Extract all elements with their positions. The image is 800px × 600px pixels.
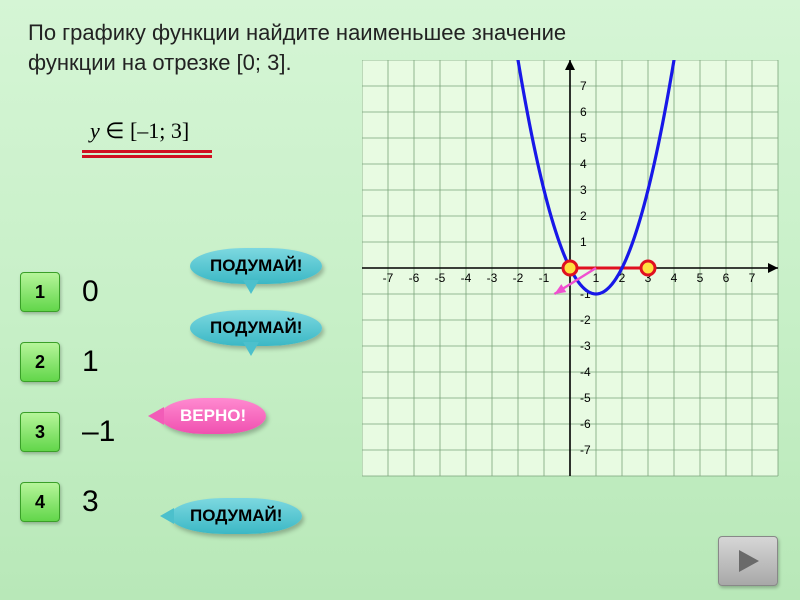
svg-text:-7: -7 xyxy=(383,271,394,285)
question-line1: По графику функции найдите наименьшее зн… xyxy=(28,20,566,45)
double-underline xyxy=(82,150,212,160)
answers-block: 1 0 2 1 3 –1 4 3 xyxy=(20,270,115,550)
svg-text:1: 1 xyxy=(580,235,587,249)
answer-button-2[interactable]: 2 xyxy=(20,342,60,382)
svg-text:-3: -3 xyxy=(487,271,498,285)
formula-range: [–1; 3] xyxy=(130,118,189,143)
chart-area: -7-6-5-4-3-2-112345671234567-1-2-3-4-5-6… xyxy=(362,60,782,500)
answer-text-2: 1 xyxy=(82,345,99,379)
next-button[interactable] xyxy=(718,536,778,586)
svg-text:5: 5 xyxy=(697,271,704,285)
svg-text:-4: -4 xyxy=(461,271,472,285)
feedback-think-2: ПОДУМАЙ! xyxy=(190,310,322,346)
answer-button-1[interactable]: 1 xyxy=(20,272,60,312)
svg-text:-7: -7 xyxy=(580,443,591,457)
svg-text:2: 2 xyxy=(580,209,587,223)
chart-svg: -7-6-5-4-3-2-112345671234567-1-2-3-4-5-6… xyxy=(362,60,782,500)
answer-row: 4 3 xyxy=(20,480,115,524)
question-line2: функции на отрезке [0; 3]. xyxy=(28,50,292,75)
svg-text:7: 7 xyxy=(580,79,587,93)
svg-text:7: 7 xyxy=(749,271,756,285)
svg-text:6: 6 xyxy=(723,271,730,285)
answer-text-3: –1 xyxy=(82,415,115,449)
answer-text-1: 0 xyxy=(82,275,99,309)
svg-text:4: 4 xyxy=(671,271,678,285)
formula-in: ∈ xyxy=(105,118,124,143)
svg-text:-2: -2 xyxy=(513,271,524,285)
feedback-think-4: ПОДУМАЙ! xyxy=(170,498,302,534)
feedback-think-1: ПОДУМАЙ! xyxy=(190,248,322,284)
svg-text:-1: -1 xyxy=(539,271,550,285)
answer-row: 3 –1 xyxy=(20,410,115,454)
formula-var: y xyxy=(90,118,100,143)
svg-text:-6: -6 xyxy=(580,417,591,431)
svg-text:-5: -5 xyxy=(435,271,446,285)
svg-text:3: 3 xyxy=(580,183,587,197)
answer-row: 2 1 xyxy=(20,340,115,384)
svg-text:-5: -5 xyxy=(580,391,591,405)
svg-text:-6: -6 xyxy=(409,271,420,285)
svg-text:4: 4 xyxy=(580,157,587,171)
feedback-correct: ВЕРНО! xyxy=(160,398,266,434)
svg-text:1: 1 xyxy=(593,271,600,285)
answer-button-4[interactable]: 4 xyxy=(20,482,60,522)
svg-text:6: 6 xyxy=(580,105,587,119)
answer-row: 1 0 xyxy=(20,270,115,314)
svg-text:-4: -4 xyxy=(580,365,591,379)
triangle-right-icon xyxy=(733,546,763,576)
formula: y ∈ [–1; 3] xyxy=(90,118,189,144)
svg-text:-2: -2 xyxy=(580,313,591,327)
answer-text-4: 3 xyxy=(82,485,99,519)
svg-text:5: 5 xyxy=(580,131,587,145)
svg-text:-3: -3 xyxy=(580,339,591,353)
answer-button-3[interactable]: 3 xyxy=(20,412,60,452)
